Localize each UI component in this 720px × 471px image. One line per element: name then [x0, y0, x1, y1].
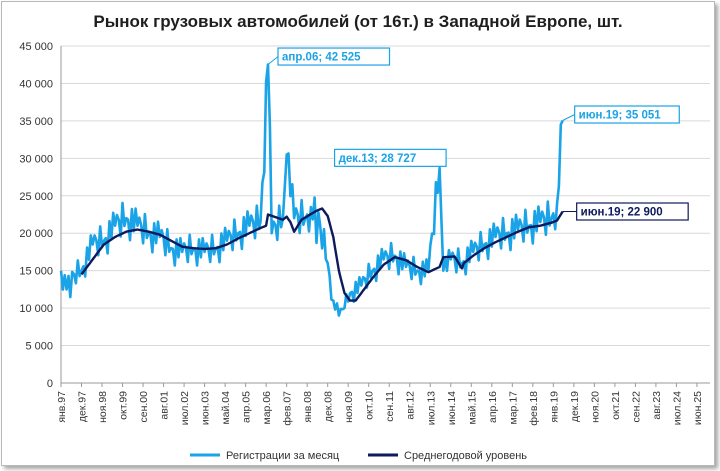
y-tick-label: 15 000 — [19, 266, 53, 278]
x-tick-label: мар.17 — [507, 391, 519, 425]
x-tick-label: окт.10 — [364, 391, 376, 420]
annotations-group: апр.06; 42 525 дек.13; 28 727 июн.19; 35 0… — [267, 47, 689, 221]
x-axis: янв.97 дек.97 ноя.98 окт.99 сен.00 авг.01 июл.… — [56, 383, 704, 426]
y-tick-label: 20 000 — [19, 228, 53, 240]
x-tick-label: авг.12 — [405, 391, 417, 420]
x-tick-label: июн.14 — [446, 391, 458, 425]
x-tick-label: дек.97 — [77, 391, 89, 422]
annotation-label: июн.19; 35 051 — [579, 110, 662, 122]
x-tick-label: авг.01 — [159, 391, 171, 420]
x-tick-label: апр.05 — [241, 391, 253, 423]
annotation-box — [576, 202, 689, 221]
annotation-label: июн.19; 22 900 — [581, 207, 663, 219]
x-tick-label: янв.08 — [302, 391, 314, 423]
legend-label: Регистрации за месяц — [226, 450, 340, 462]
x-tick-label: янв.97 — [56, 391, 68, 423]
y-axis: 0 5 000 10 000 15 000 20 000 25 000 30 000 35 0… — [19, 41, 53, 390]
y-tick-label: 5 000 — [25, 341, 53, 353]
annotation-box — [574, 105, 680, 124]
series-line-annual-average — [80, 207, 564, 302]
y-tick-label: 45 000 — [19, 41, 53, 53]
annotation-leader — [267, 56, 279, 65]
y-tick-label: 35 000 — [19, 116, 53, 128]
x-tick-label: фев.18 — [528, 391, 540, 426]
annotation-box — [277, 47, 391, 66]
chart-title: Рынок грузовых автомобилей (от 16т.) в З… — [93, 12, 623, 31]
x-tick-label: окт.21 — [610, 391, 622, 420]
x-tick-label: авг.23 — [651, 391, 663, 420]
x-tick-label: апр.16 — [487, 391, 499, 423]
x-tick-label: янв.19 — [548, 391, 560, 423]
y-tick-label: 30 000 — [19, 153, 53, 165]
x-tick-label: ноя.09 — [343, 391, 355, 423]
x-tick-label: сен.22 — [630, 391, 642, 423]
y-tick-label: 40 000 — [19, 78, 53, 90]
x-tick-label: дек.08 — [323, 391, 335, 422]
x-tick-label: сен.11 — [384, 391, 396, 422]
x-tick-label: мар.06 — [261, 391, 273, 425]
annotation-label: апр.06; 42 525 — [282, 52, 361, 64]
series-group — [59, 63, 564, 317]
annotation-label: дек.13; 28 727 — [339, 153, 417, 165]
x-tick-label: июн.25 — [692, 391, 704, 425]
x-tick-label: июл.02 — [179, 391, 191, 425]
x-tick-label: июн.03 — [200, 391, 212, 425]
annotation-leader — [562, 114, 575, 121]
x-tick-label: май.15 — [466, 391, 478, 425]
x-tick-label: май.04 — [220, 391, 232, 425]
y-tick-label: 0 — [47, 378, 53, 390]
x-tick-label: дек.19 — [569, 391, 581, 422]
legend: Регистрации за месяц Среднегодовой уровен… — [190, 450, 527, 462]
x-tick-label: ноя.20 — [589, 391, 601, 423]
x-tick-label: июл.24 — [671, 391, 683, 425]
x-tick-label: фев.07 — [282, 391, 294, 426]
x-tick-label: сен.00 — [138, 391, 150, 423]
annotation-box — [333, 148, 447, 167]
y-tick-label: 25 000 — [19, 191, 53, 203]
x-tick-label: окт.99 — [118, 391, 130, 420]
x-tick-label: ноя.98 — [97, 391, 109, 423]
series-line-monthly-registrations — [59, 63, 564, 317]
y-tick-label: 10 000 — [19, 303, 53, 315]
legend-label: Среднегодовой уровень — [404, 450, 527, 462]
x-tick-label: июл.13 — [425, 391, 437, 425]
